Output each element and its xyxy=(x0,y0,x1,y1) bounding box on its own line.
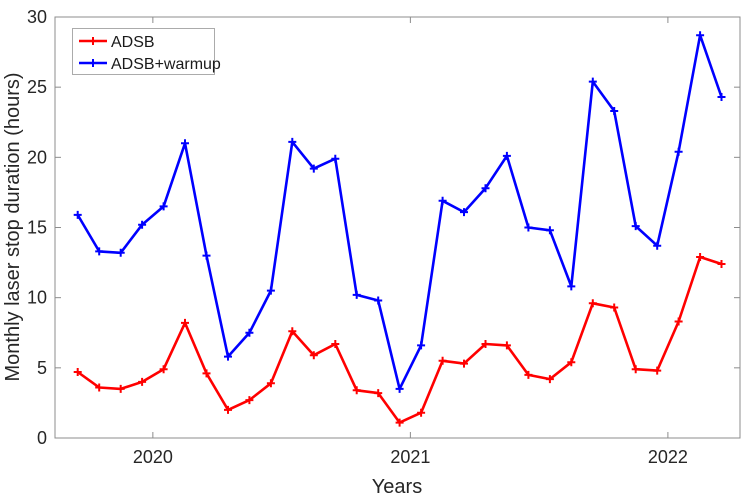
x-axis-tick-label: 2022 xyxy=(648,447,688,467)
y-axis-label: Monthly laser stop duration (hours) xyxy=(2,72,24,381)
legend xyxy=(72,28,215,75)
y-axis-tick-label: 30 xyxy=(27,7,47,27)
data-point-markers xyxy=(73,253,726,427)
data-point-markers xyxy=(73,31,726,393)
legend-label: ADSB xyxy=(111,34,155,51)
y-axis-tick-label: 5 xyxy=(37,358,47,378)
legend-swatch-marker xyxy=(89,59,97,67)
legend-swatch-marker xyxy=(89,37,97,45)
y-axis-tick-label: 0 xyxy=(37,428,47,448)
y-axis-tick-label: 25 xyxy=(27,77,47,97)
y-axis-tick-label: 15 xyxy=(27,218,47,238)
x-axis-tick-label: 2021 xyxy=(390,447,430,467)
plot-layer: 2020 2021 2022 0 5 10 15 20 25 30 ADSB ADSB+warmup xyxy=(27,7,741,467)
series-line-adsb xyxy=(76,255,722,424)
x-axis-tick-label: 2020 xyxy=(133,447,173,467)
y-axis-tick-label: 10 xyxy=(27,288,47,308)
x-axis-label: Years xyxy=(372,476,422,498)
y-axis-tick-label: 20 xyxy=(27,147,47,167)
legend-label: ADSB+warmup xyxy=(111,56,221,73)
